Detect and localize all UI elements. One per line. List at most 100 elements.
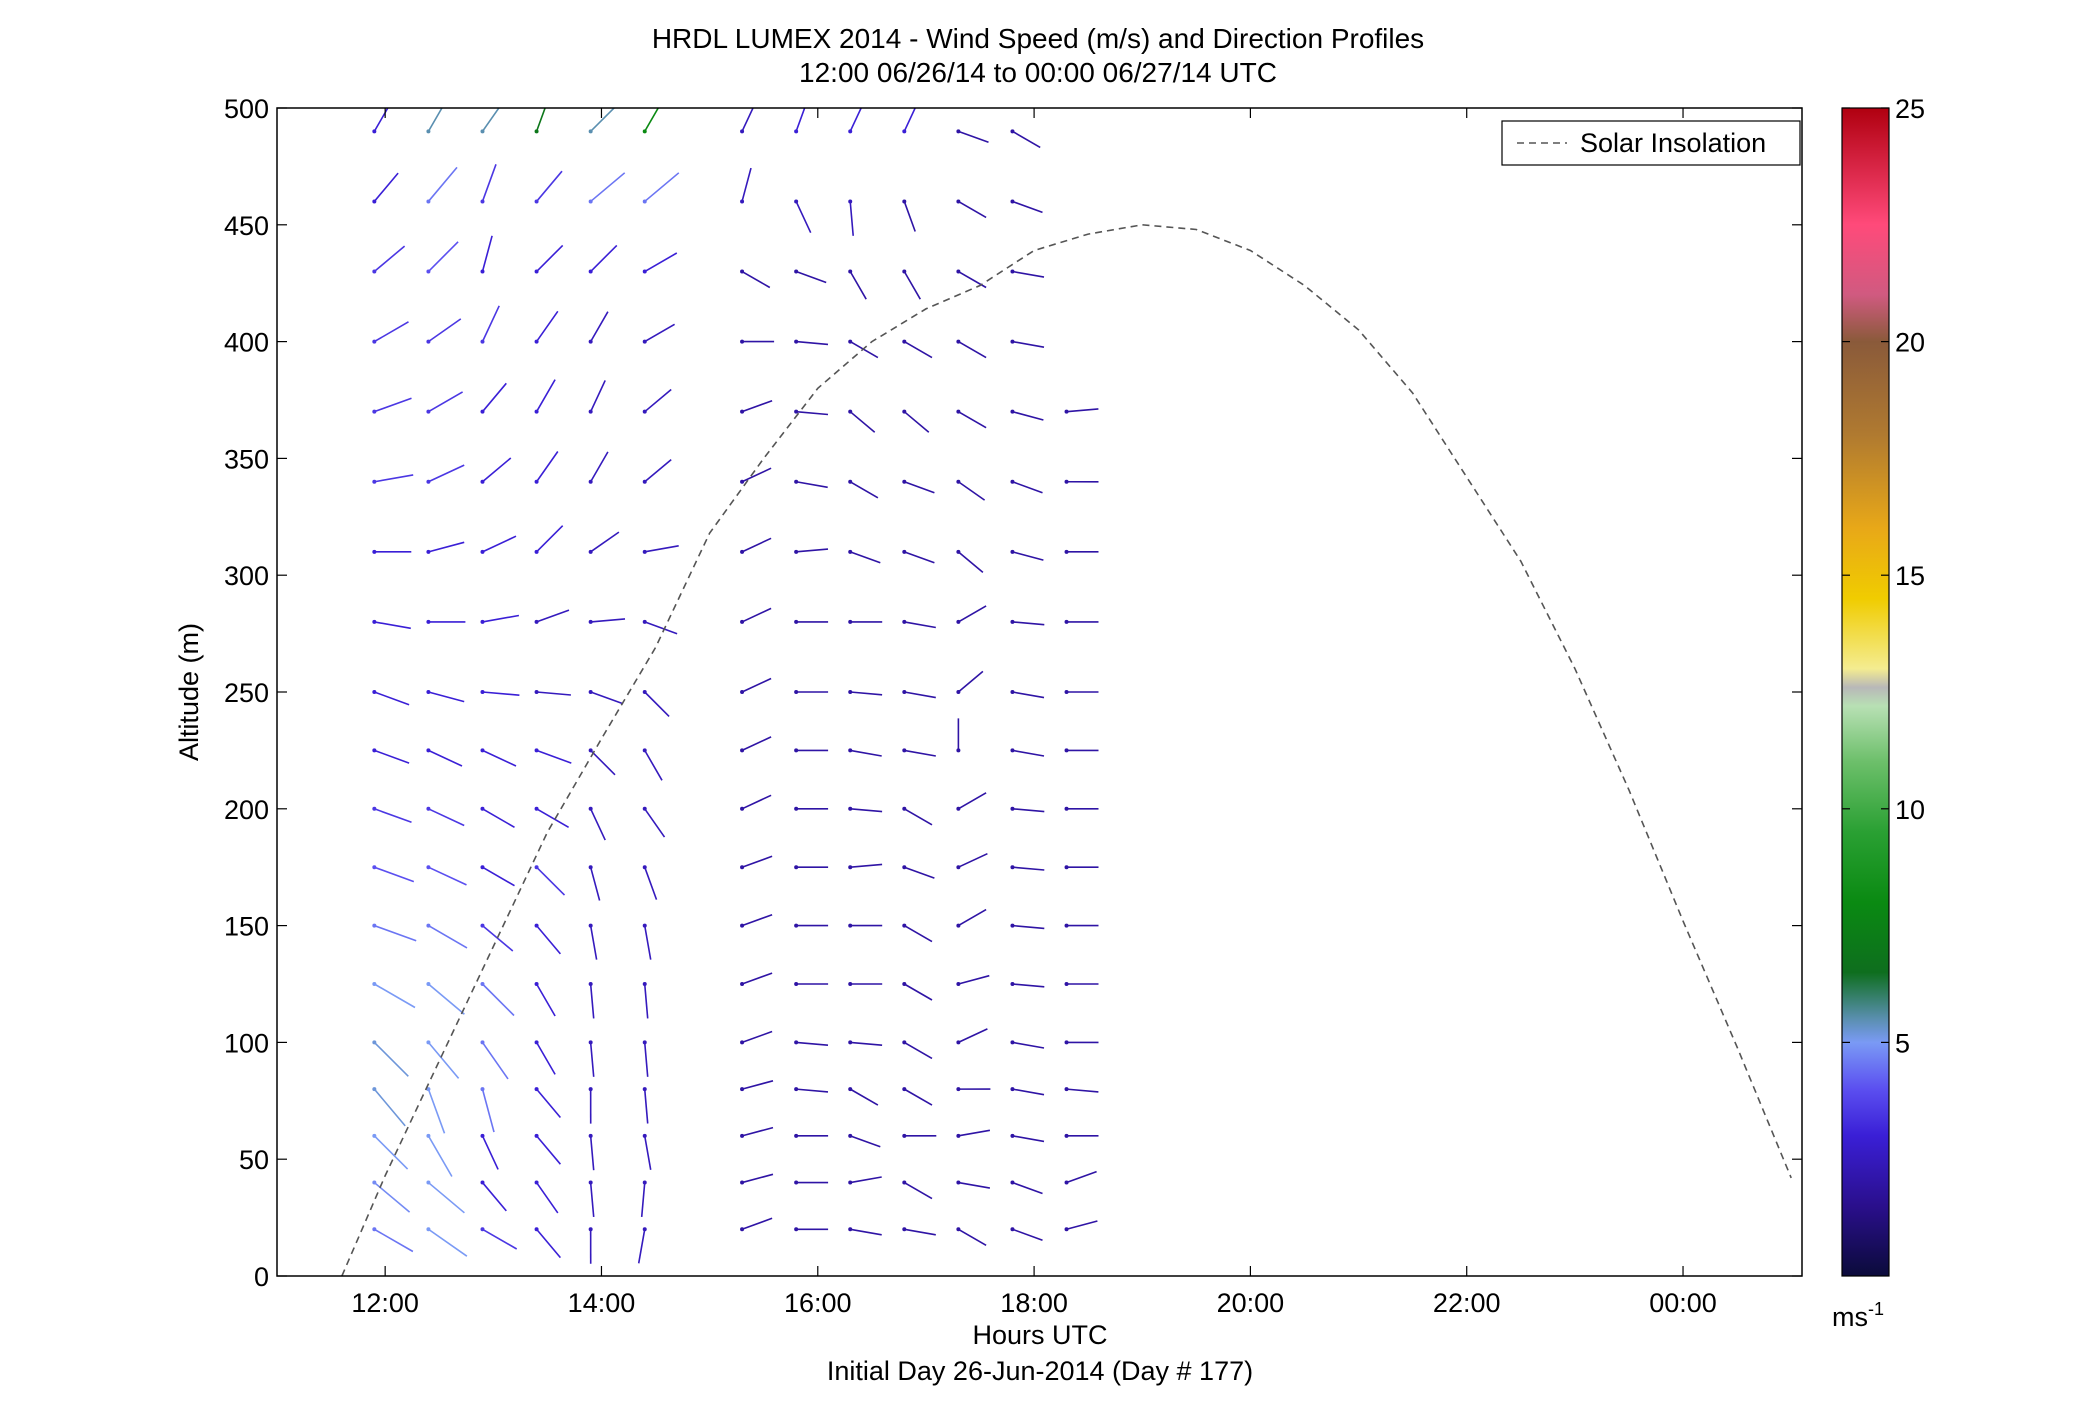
wind-vector-origin: [534, 865, 539, 870]
wind-vector: [427, 1135, 453, 1177]
wind-vector-origin: [848, 865, 853, 870]
wind-vector-origin: [480, 549, 485, 554]
wind-vector: [795, 108, 806, 132]
wind-vector-origin: [588, 982, 593, 986]
wind-vector-origin: [1010, 1133, 1015, 1138]
wind-vector-origin: [534, 1180, 539, 1185]
wind-vector: [903, 411, 930, 433]
wind-vector: [849, 201, 854, 236]
wind-vector: [535, 925, 562, 955]
wind-vector-origin: [902, 129, 907, 134]
x-axis: 12:00 14:00 16:00 18:00 20:00 22:00 00:00: [351, 108, 1717, 1318]
wind-vector-origin: [480, 339, 485, 344]
wind-vector-origin: [642, 269, 647, 274]
wind-vector: [536, 244, 564, 273]
wind-vector-origin: [1010, 339, 1015, 344]
wind-vector: [589, 380, 606, 413]
y-tick-label: 400: [224, 328, 269, 358]
wind-vector: [1012, 1181, 1043, 1195]
wind-vector-origin: [372, 748, 377, 753]
wind-vector-origin: [480, 479, 485, 484]
wind-vector: [427, 983, 465, 1015]
wind-vector: [1012, 270, 1045, 278]
wind-vector-origin: [642, 806, 647, 811]
wind-vector: [1066, 1220, 1098, 1231]
wind-vector: [741, 270, 771, 289]
wind-vector: [481, 1135, 499, 1170]
wind-vector: [643, 1089, 649, 1124]
wind-vector: [373, 983, 416, 1009]
wind-vector-origin: [902, 690, 907, 694]
wind-vector-origin: [740, 269, 745, 274]
y-tick-label: 450: [224, 211, 269, 241]
wind-vector: [850, 691, 883, 696]
wind-vector-origin: [956, 339, 961, 344]
wind-vector: [373, 1135, 409, 1170]
wind-vector-origin: [588, 339, 593, 344]
wind-vector-origin: [426, 549, 431, 554]
wind-vector: [536, 808, 570, 828]
wind-vector: [957, 551, 984, 574]
wind-vector-origin: [480, 1180, 485, 1185]
wind-vector-origin: [902, 549, 907, 554]
wind-vector: [373, 1041, 409, 1077]
wind-vector: [741, 1173, 774, 1184]
x-tick-label: 14:00: [568, 1288, 636, 1318]
wind-vector-origin: [740, 619, 745, 624]
wind-vector: [850, 749, 882, 757]
wind-vector-origin: [642, 409, 647, 414]
wind-vector: [643, 1135, 652, 1170]
y-axis-label: Altitude (m): [174, 623, 204, 761]
wind-vector-origin: [740, 339, 745, 344]
wind-vector-origin: [426, 1133, 431, 1138]
wind-vector-origin: [588, 409, 593, 414]
wind-vector-origin: [848, 1180, 853, 1185]
wind-vector-origin: [588, 479, 593, 484]
wind-vector: [1012, 1135, 1045, 1143]
wind-vector: [741, 972, 773, 985]
wind-vector: [850, 808, 883, 813]
wind-vector: [741, 855, 773, 868]
y-tick-label: 500: [224, 94, 269, 124]
wind-vector: [796, 548, 829, 553]
wind-vector-origin: [902, 339, 907, 344]
wind-vector: [741, 1217, 773, 1231]
wind-vector-origin: [426, 1087, 431, 1092]
wind-vector: [536, 691, 571, 696]
wind-vector-origin: [956, 1133, 961, 1138]
wind-vector-origin: [848, 1133, 853, 1138]
wind-vector-origin: [1010, 865, 1015, 870]
wind-vector-origin: [1064, 549, 1069, 554]
wind-vector: [481, 164, 497, 202]
wind-vector-origin: [956, 1040, 961, 1045]
wind-vector: [481, 924, 514, 952]
wind-vector-origin: [1064, 409, 1069, 414]
wind-vector: [741, 736, 772, 752]
wind-vector: [481, 457, 512, 483]
wind-vector-origin: [480, 923, 485, 928]
wind-vector-origin: [426, 748, 431, 753]
wind-vector: [849, 411, 876, 433]
wind-vector-origin: [1064, 690, 1069, 694]
wind-vector: [741, 913, 773, 927]
wind-vector: [589, 311, 609, 342]
chart-subtitle: 12:00 06/26/14 to 00:00 06/27/14 UTC: [799, 57, 1277, 88]
wind-vector-origin: [848, 129, 853, 134]
wind-vector: [427, 1088, 446, 1134]
y-tick-label: 200: [224, 795, 269, 825]
wind-vector: [428, 464, 465, 483]
wind-vector-origin: [740, 1180, 745, 1185]
wind-vector-origin: [794, 199, 799, 204]
wind-vector-origin: [426, 1180, 431, 1185]
wind-vector: [374, 749, 410, 764]
wind-vector: [427, 1228, 468, 1257]
wind-vector: [535, 1228, 562, 1259]
wind-vector-origin: [956, 269, 961, 274]
x-tick-label: 18:00: [1000, 1288, 1068, 1318]
wind-vector: [373, 245, 406, 273]
wind-vector: [481, 1041, 509, 1080]
wind-vector: [643, 866, 658, 900]
wind-vector: [589, 983, 595, 1019]
wind-vector-origin: [534, 806, 539, 811]
wind-vector-origin: [588, 1040, 593, 1045]
